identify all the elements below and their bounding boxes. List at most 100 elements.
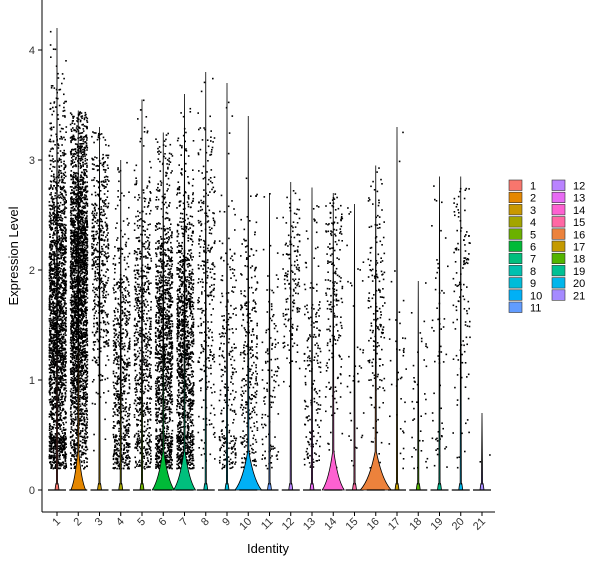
data-point: [60, 329, 62, 331]
data-point: [49, 276, 52, 278]
data-point: [83, 253, 85, 256]
data-point: [70, 458, 72, 460]
data-point: [49, 180, 52, 182]
data-point: [82, 287, 84, 290]
data-point: [63, 283, 65, 285]
data-point: [72, 261, 74, 264]
data-point: [82, 348, 84, 351]
data-point: [58, 208, 61, 210]
data-point: [71, 357, 74, 359]
data-point: [85, 287, 88, 290]
data-point: [70, 160, 73, 162]
data-point: [84, 186, 86, 189]
data-point: [60, 243, 62, 245]
data-point: [57, 353, 59, 355]
data-point: [69, 390, 72, 392]
data-point: [82, 317, 84, 319]
data-point: [79, 186, 82, 189]
data-point: [81, 223, 83, 226]
data-point: [79, 251, 82, 254]
data-point: [63, 328, 66, 330]
data-point: [63, 167, 66, 169]
data-point: [81, 388, 83, 391]
data-point: [73, 296, 75, 299]
data-point: [70, 141, 72, 144]
data-point: [60, 340, 62, 342]
data-point: [65, 216, 67, 219]
data-point: [93, 132, 96, 134]
data-point: [81, 272, 83, 275]
data-point: [54, 48, 57, 51]
data-point: [55, 398, 57, 400]
data-point: [71, 435, 74, 438]
data-point: [52, 457, 55, 459]
data-point: [65, 466, 68, 469]
data-point: [55, 246, 57, 248]
data-point: [86, 309, 88, 311]
data-point: [80, 396, 82, 399]
data-point: [65, 237, 67, 240]
data-point: [51, 412, 53, 414]
data-point: [59, 307, 62, 310]
data-point: [53, 419, 55, 422]
data-point: [58, 166, 61, 168]
data-point: [72, 225, 75, 227]
data-point: [85, 262, 88, 264]
data-point: [81, 368, 83, 370]
data-point: [81, 447, 83, 449]
data-point: [81, 352, 83, 355]
data-point: [51, 198, 54, 200]
data-point: [71, 287, 74, 290]
data-point: [84, 163, 86, 165]
data-point: [72, 347, 75, 349]
data-point: [50, 298, 53, 301]
data-point: [73, 135, 75, 138]
data-point: [72, 420, 75, 423]
data-point: [57, 333, 60, 336]
data-point: [57, 361, 60, 363]
data-point: [50, 197, 53, 200]
data-point: [53, 260, 56, 262]
data-point: [48, 391, 51, 394]
data-point: [49, 163, 52, 166]
data-point: [50, 378, 52, 380]
data-point: [70, 308, 73, 311]
data-point: [61, 180, 64, 182]
data-point: [51, 461, 54, 463]
data-point: [74, 302, 77, 304]
data-point: [49, 213, 52, 215]
data-point: [59, 319, 62, 321]
data-point: [58, 433, 61, 436]
data-point: [54, 342, 57, 344]
data-point: [84, 136, 86, 138]
data-point: [70, 242, 72, 244]
data-point: [52, 350, 54, 353]
data-point: [84, 217, 87, 220]
data-point: [83, 138, 85, 140]
data-point: [48, 224, 51, 226]
data-point: [57, 330, 60, 332]
data-point: [72, 209, 75, 212]
data-point: [76, 383, 78, 386]
data-point: [76, 213, 78, 215]
data-point: [51, 333, 54, 336]
data-point: [84, 250, 87, 252]
data-point: [79, 380, 81, 383]
data-point: [52, 345, 55, 348]
data-point: [84, 362, 86, 365]
data-point: [62, 401, 65, 403]
data-point: [59, 138, 61, 140]
data-point: [70, 394, 73, 397]
data-point: [65, 462, 67, 465]
data-point: [61, 188, 63, 191]
data-point: [73, 401, 76, 403]
data-point: [99, 198, 102, 201]
data-point: [79, 223, 82, 225]
data-point: [70, 170, 73, 172]
data-point: [73, 219, 75, 222]
data-point: [84, 146, 86, 149]
data-point: [65, 191, 67, 194]
data-point: [83, 395, 85, 398]
data-point: [61, 352, 64, 354]
data-point: [52, 348, 55, 351]
